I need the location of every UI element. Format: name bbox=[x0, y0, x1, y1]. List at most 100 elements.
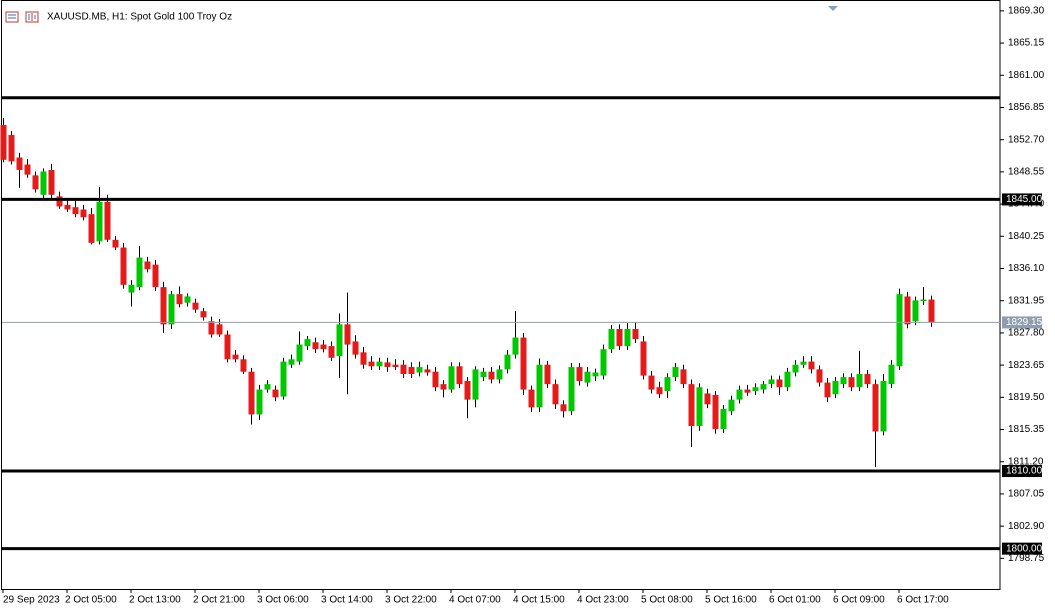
candle-body bbox=[600, 349, 607, 376]
candle-body bbox=[856, 374, 863, 388]
y-tick-label: 1852.70 bbox=[1008, 134, 1045, 145]
candle-body bbox=[232, 354, 239, 360]
candle-body bbox=[520, 337, 527, 390]
candle-body bbox=[208, 321, 215, 335]
x-tick-label: 2 Oct 21:00 bbox=[193, 595, 245, 606]
y-tick-label: 1802.90 bbox=[1008, 521, 1045, 532]
x-tick-label: 5 Oct 16:00 bbox=[705, 595, 757, 606]
x-tick-label: 4 Oct 15:00 bbox=[513, 595, 565, 606]
symbol-icons bbox=[5, 11, 39, 23]
level-label: 1845.00 bbox=[1006, 194, 1043, 205]
y-tick-label: 1848.55 bbox=[1008, 167, 1045, 178]
y-tick-label: 1836.10 bbox=[1008, 263, 1045, 274]
candle-body bbox=[160, 287, 167, 325]
x-tick-label: 3 Oct 06:00 bbox=[257, 595, 309, 606]
candle-body bbox=[296, 344, 303, 362]
candle-body bbox=[824, 382, 831, 398]
x-tick-label: 6 Oct 17:00 bbox=[897, 595, 949, 606]
candle-body bbox=[216, 324, 223, 335]
candle-body bbox=[624, 329, 631, 347]
candle-body bbox=[128, 284, 135, 293]
candle-body bbox=[664, 377, 671, 392]
candle-body bbox=[432, 371, 439, 388]
candle-body bbox=[320, 344, 327, 350]
candle-body bbox=[736, 389, 743, 400]
level-label-box bbox=[1002, 542, 1042, 555]
y-tick-label: 1865.15 bbox=[1008, 38, 1045, 49]
x-tick-label: 4 Oct 23:00 bbox=[577, 595, 629, 606]
candle-body bbox=[88, 214, 95, 243]
candle-body bbox=[312, 342, 319, 350]
candle-body bbox=[488, 371, 495, 380]
candle-body bbox=[928, 299, 935, 323]
x-tick-label: 4 Oct 07:00 bbox=[449, 595, 501, 606]
y-tick-label: 1807.05 bbox=[1008, 489, 1045, 500]
candle-body bbox=[544, 364, 551, 385]
candle-body bbox=[832, 381, 839, 395]
candle-body bbox=[424, 369, 431, 373]
candle-body bbox=[416, 367, 423, 373]
candle-body bbox=[872, 384, 879, 432]
candle-body bbox=[592, 372, 599, 377]
candle-body bbox=[352, 341, 359, 355]
candle-body bbox=[744, 389, 751, 393]
candle-body bbox=[112, 239, 119, 248]
candle-body bbox=[720, 408, 727, 430]
candle-body bbox=[384, 362, 391, 368]
candle-body bbox=[496, 369, 503, 380]
candle-body bbox=[688, 384, 695, 427]
shift-marker bbox=[828, 6, 838, 11]
candle-body bbox=[696, 387, 703, 427]
candle-body bbox=[8, 135, 15, 162]
candle-body bbox=[864, 374, 871, 385]
candle-body bbox=[912, 300, 919, 322]
candle-body bbox=[848, 377, 855, 388]
y-tick-label: 1869.30 bbox=[1008, 6, 1045, 17]
candle-body bbox=[176, 294, 183, 305]
candle-body bbox=[64, 204, 71, 210]
candle-body bbox=[752, 387, 759, 392]
candle-body bbox=[368, 361, 375, 367]
candle-body bbox=[144, 261, 151, 270]
candle-body bbox=[184, 296, 191, 303]
candle-body bbox=[568, 367, 575, 412]
candle-body bbox=[472, 369, 479, 400]
candle-body bbox=[840, 377, 847, 385]
candle-body bbox=[648, 375, 655, 390]
candle-body bbox=[0, 124, 7, 160]
chart-title: XAUUSD.MB, H1: Spot Gold 100 Troy Oz bbox=[47, 12, 232, 23]
candle-body bbox=[904, 296, 911, 325]
candle-body bbox=[560, 404, 567, 412]
candle-body bbox=[816, 369, 823, 383]
candle-body bbox=[464, 381, 471, 400]
candle-body bbox=[304, 339, 311, 347]
candle-body bbox=[264, 384, 271, 390]
candle-body bbox=[336, 324, 343, 357]
candle-body bbox=[48, 169, 55, 195]
y-tick-label: 1798.75 bbox=[1008, 553, 1045, 564]
candle-body bbox=[800, 361, 807, 365]
candle-body bbox=[136, 257, 143, 288]
candle-body bbox=[40, 171, 47, 195]
candle-body bbox=[152, 264, 159, 288]
candle-body bbox=[728, 399, 735, 412]
candle-body bbox=[640, 341, 647, 376]
y-tick-label: 1861.00 bbox=[1008, 70, 1045, 81]
candle-body bbox=[104, 201, 111, 240]
y-tick-label: 1819.50 bbox=[1008, 392, 1045, 403]
y-tick-label: 1815.35 bbox=[1008, 424, 1045, 435]
candle-body bbox=[584, 371, 591, 383]
candle-body bbox=[896, 294, 903, 367]
candle-body bbox=[552, 384, 559, 405]
candle-body bbox=[408, 367, 415, 375]
candle-body bbox=[784, 371, 791, 388]
candle-body bbox=[376, 361, 383, 367]
plot-frame bbox=[1, 0, 1001, 590]
y-tick-label: 1856.85 bbox=[1008, 102, 1045, 113]
y-tick-label: 1840.25 bbox=[1008, 231, 1045, 242]
candle-body bbox=[608, 329, 615, 350]
x-tick-label: 2 Oct 05:00 bbox=[65, 595, 117, 606]
y-tick-label: 1827.80 bbox=[1008, 328, 1045, 339]
candle-body bbox=[16, 157, 23, 170]
